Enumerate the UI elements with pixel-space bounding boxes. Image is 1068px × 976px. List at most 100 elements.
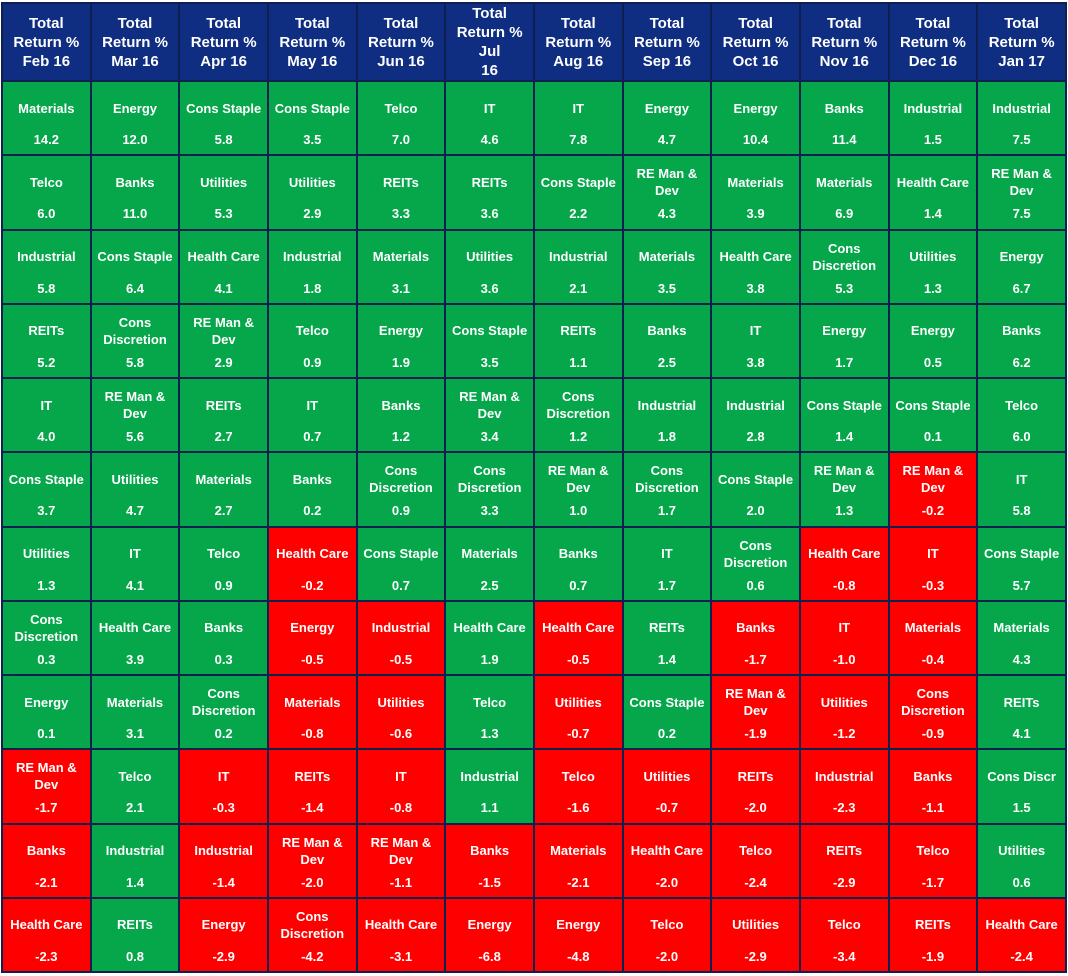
return-value: -1.9 [744, 726, 767, 741]
return-cell: Materials 2.5 [444, 525, 535, 602]
return-value: -1.4 [212, 874, 235, 890]
column-header: Total Return % Oct 16 [710, 2, 801, 82]
return-value: -1.4 [301, 800, 324, 816]
sector-label: Utilities [909, 249, 957, 264]
return-value: -0.3 [921, 577, 945, 593]
sector-label: Materials [550, 843, 607, 858]
sector-label: IT [129, 546, 141, 561]
sector-label: Materials [284, 694, 341, 710]
return-cell: Health Care -0.8 [798, 525, 890, 602]
return-value: 7.8 [569, 132, 588, 147]
return-value: -4.2 [301, 948, 324, 964]
return-cell: Health Care -2.3 [1, 896, 92, 974]
return-cell: Materials -0.8 [266, 673, 358, 751]
return-value: 7.0 [391, 132, 410, 147]
return-value: -2.1 [567, 874, 590, 890]
return-value: 12.0 [122, 132, 148, 147]
table-row: RE Man & Dev -1.7 Telco 2.1 IT -0.3 REITs -1.4 I… [1, 748, 1067, 825]
return-value: 7.5 [1012, 132, 1031, 147]
sector-label: RE Man & Dev [459, 389, 520, 421]
return-value: -1.7 [35, 800, 58, 816]
sector-label: Energy [733, 100, 778, 116]
return-cell: Health Care 1.9 [444, 599, 535, 677]
return-cell: Banks 11.4 [798, 79, 890, 157]
return-value: 2.0 [746, 503, 765, 519]
return-cell: IT 4.0 [1, 376, 92, 454]
return-cell: REITs 3.6 [444, 154, 535, 231]
return-cell: Telco -1.6 [532, 748, 624, 825]
return-value: 5.3 [835, 280, 854, 296]
return-value: -0.2 [921, 503, 945, 519]
return-cell: Cons Discretion 0.2 [178, 673, 269, 751]
return-cell: Industrial 1.8 [266, 228, 358, 305]
column-header: Total Return % Feb 16 [1, 2, 92, 82]
return-value: 4.1 [1012, 726, 1031, 741]
return-value: 0.2 [214, 726, 233, 741]
return-cell: Industrial 1.4 [89, 822, 181, 899]
return-value: 0.9 [391, 503, 410, 519]
sector-label: Banks [115, 174, 155, 190]
sector-label: Energy [112, 100, 158, 116]
table-row: Health Care -2.3 REITs 0.8 Energy -2.9 Cons Di… [1, 896, 1067, 974]
return-cell: Industrial 2.8 [710, 376, 801, 454]
sector-label: Banks [26, 843, 66, 858]
sector-label: Health Care [630, 843, 704, 858]
sector-label: Telco [561, 768, 595, 784]
return-cell: Cons Discretion 0.3 [1, 599, 92, 677]
return-value: 0.7 [569, 577, 588, 593]
return-value: 1.7 [657, 577, 676, 593]
return-value: 4.1 [214, 280, 233, 296]
sector-label: Cons Discretion [369, 463, 433, 496]
return-cell: Cons Staple 0.1 [887, 376, 979, 454]
sector-label: Telco [650, 917, 684, 933]
return-cell: IT -0.8 [355, 748, 447, 825]
return-cell: Industrial 5.8 [1, 228, 92, 305]
return-cell: Telco -2.4 [710, 822, 801, 899]
return-cell: Cons Staple 0.7 [355, 525, 447, 602]
sector-label: IT [927, 546, 939, 561]
return-cell: IT 7.8 [532, 79, 624, 157]
return-value: 4.3 [1012, 651, 1031, 667]
sector-label: IT [661, 546, 673, 561]
sector-label: RE Man & Dev [104, 389, 166, 421]
return-value: -0.9 [921, 726, 945, 741]
return-cell: Telco 0.9 [178, 525, 269, 602]
sector-label: Industrial [194, 843, 253, 858]
return-cell: Cons Staple 5.8 [178, 79, 269, 157]
return-cell: Industrial 7.5 [976, 79, 1067, 157]
return-value: -1.7 [921, 874, 945, 890]
return-cell: REITs -2.9 [798, 822, 890, 899]
return-value: 0.9 [303, 354, 322, 370]
sector-label: RE Man & Dev [902, 463, 964, 496]
return-value: 1.8 [303, 280, 322, 296]
return-cell: Materials 14.2 [1, 79, 92, 157]
return-value: 3.3 [480, 503, 499, 519]
return-value: 3.1 [391, 280, 410, 296]
return-value: 5.8 [125, 354, 145, 370]
return-cell: Cons Discretion -0.9 [887, 673, 979, 751]
sector-label: RE Man & Dev [370, 834, 432, 867]
sector-label: REITs [117, 917, 153, 933]
return-cell: Utilities 0.6 [976, 822, 1067, 899]
sector-label: Health Care [719, 249, 792, 264]
return-value: -2.4 [744, 874, 767, 890]
column-header: Total Return % Jun 16 [355, 2, 447, 82]
return-value: 6.4 [125, 280, 145, 296]
sector-label: Industrial [726, 397, 785, 413]
sector-label: Energy [644, 100, 689, 116]
return-value: 0.6 [746, 577, 765, 593]
table-row: Telco 6.0 Banks 11.0 Utilities 5.3 Utilities 2.… [1, 154, 1067, 231]
sector-label: Industrial [637, 397, 697, 413]
sector-label: IT [1015, 471, 1028, 487]
sector-label: Energy [290, 620, 335, 636]
return-cell: REITs -2.0 [710, 748, 801, 825]
return-cell: Cons Discretion 5.3 [798, 228, 890, 305]
column-header: Total Return % Nov 16 [798, 2, 890, 82]
return-cell: REITs 0.8 [89, 896, 181, 974]
return-value: -2.0 [655, 948, 679, 964]
return-cell: IT 5.8 [976, 451, 1067, 528]
column-header: Total Return % Dec 16 [887, 2, 979, 82]
return-cell: Telco 7.0 [355, 79, 447, 157]
sector-label: Health Care [364, 917, 438, 933]
return-cell: Energy -2.9 [178, 896, 269, 974]
